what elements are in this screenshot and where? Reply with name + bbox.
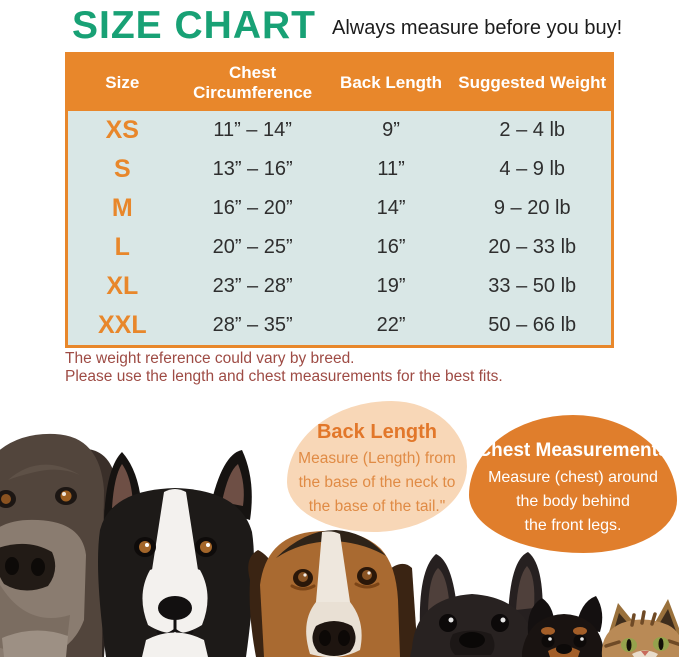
basset-hound-photo bbox=[248, 530, 418, 657]
dogs-photo-strip bbox=[0, 433, 679, 657]
chest-bubble-line: the front legs. bbox=[524, 517, 622, 534]
cell-weight: 4 – 9 lb bbox=[499, 158, 566, 180]
size-table: Size Chest Circumference Back Length Sug… bbox=[65, 52, 614, 348]
cell-size: S bbox=[113, 155, 131, 183]
cell-size: M bbox=[111, 194, 133, 222]
cell-back: 19” bbox=[376, 275, 406, 297]
page-subtitle: Always measure before you buy! bbox=[332, 16, 623, 39]
cell-chest: 11” – 14” bbox=[213, 119, 292, 141]
table-row: S 13” – 16” 11” 4 – 9 lb bbox=[68, 150, 611, 189]
back-length-bubble-title: Back Length bbox=[316, 421, 438, 443]
french-bulldog-photo bbox=[410, 552, 543, 657]
col-header-back: Back Length bbox=[340, 72, 443, 92]
cell-chest: 20” – 25” bbox=[212, 236, 293, 258]
col-header-chest: Chest Circumference bbox=[193, 62, 313, 102]
cell-back: 22” bbox=[376, 314, 406, 336]
chest-measurements-bubble: Chest Measurements Measure (chest) aroun… bbox=[469, 415, 677, 553]
cell-back: 14” bbox=[376, 197, 406, 219]
header: SIZE CHART Always measure before you buy… bbox=[72, 0, 622, 52]
col-header-size: Size bbox=[105, 72, 140, 92]
cell-back: 16” bbox=[376, 236, 406, 258]
chest-bubble-line: the body behind bbox=[516, 493, 630, 510]
cell-size: XS bbox=[105, 116, 139, 144]
footnote: The weight reference could vary by breed… bbox=[65, 350, 503, 385]
back-length-bubble-line: Measure (Length) from bbox=[298, 450, 456, 467]
cell-size: L bbox=[114, 233, 130, 261]
cell-chest: 13” – 16” bbox=[212, 158, 293, 180]
cell-weight: 20 – 33 lb bbox=[488, 236, 577, 258]
cell-back: 9” bbox=[382, 119, 400, 141]
border-collie-photo bbox=[98, 450, 254, 657]
cell-weight: 2 – 4 lb bbox=[499, 119, 566, 141]
back-length-bubble-line: the base of the tail." bbox=[308, 498, 446, 515]
col-header-weight: Suggested Weight bbox=[458, 72, 607, 92]
cell-back: 11” bbox=[377, 158, 405, 180]
cell-chest: 16” – 20” bbox=[212, 197, 293, 219]
page-title: SIZE CHART bbox=[72, 4, 316, 47]
cell-weight: 33 – 50 lb bbox=[488, 275, 577, 297]
black-tan-dog-photo bbox=[522, 596, 604, 657]
footnote-line-1: The weight reference could vary by breed… bbox=[65, 350, 355, 367]
table-row: M 16” – 20” 14” 9 – 20 lb bbox=[68, 189, 611, 228]
footnote-line-2: Please use the length and chest measurem… bbox=[65, 367, 503, 385]
back-length-bubble-line: the base of the neck to bbox=[298, 474, 456, 491]
great-dane-photo bbox=[0, 433, 117, 657]
cell-weight: 50 – 66 lb bbox=[488, 314, 577, 336]
cell-chest: 28” – 35” bbox=[212, 314, 293, 336]
cell-weight: 9 – 20 lb bbox=[493, 197, 571, 219]
table-row: XXL 28” – 35” 22” 50 – 66 lb bbox=[68, 306, 611, 345]
cell-chest: 23” – 28” bbox=[212, 275, 293, 297]
chest-bubble-line: Measure (chest) around bbox=[488, 469, 658, 486]
cell-size: XXL bbox=[97, 311, 147, 339]
tabby-cat-photo bbox=[601, 599, 679, 657]
size-table-header: Size Chest Circumference Back Length Sug… bbox=[68, 55, 611, 111]
table-row: XS 11” – 14” 9” 2 – 4 lb bbox=[68, 111, 611, 150]
cell-size: XL bbox=[106, 272, 139, 300]
chest-bubble-title: Chest Measurements bbox=[477, 440, 669, 461]
table-row: XL 23” – 28” 19” 33 – 50 lb bbox=[68, 267, 611, 306]
back-length-bubble: Back Length Measure (Length) from the ba… bbox=[287, 401, 467, 532]
table-row: L 20” – 25” 16” 20 – 33 lb bbox=[68, 228, 611, 267]
